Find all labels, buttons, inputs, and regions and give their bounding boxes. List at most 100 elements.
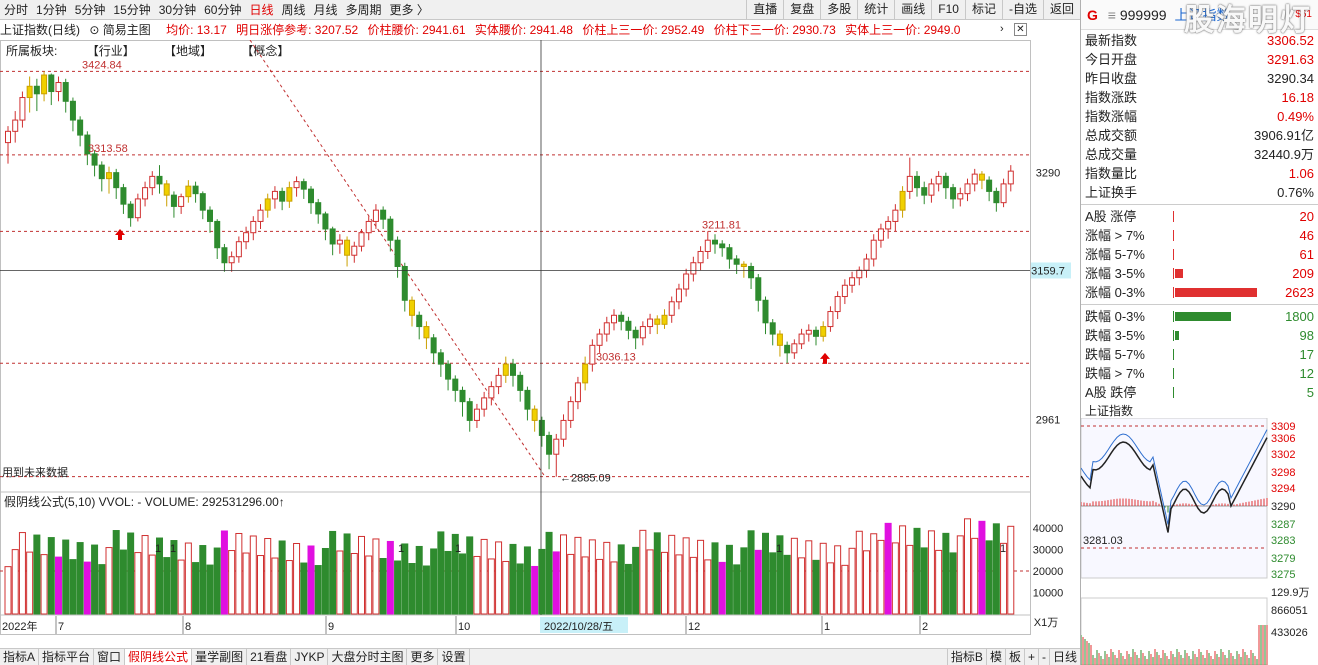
volume-bar: [350, 552, 358, 615]
volume-bar: [213, 547, 221, 615]
period-tab-9[interactable]: 多周期: [345, 3, 382, 17]
close-icon[interactable]: ✕: [1014, 23, 1027, 36]
volume-bar: [624, 563, 632, 615]
period-tab-8[interactable]: 月线: [313, 3, 338, 17]
kline-chart[interactable]: 3290 3159.7 2961 3313.58 3211.81 3036.13 ←2885…: [0, 40, 1080, 635]
candle-body: [423, 326, 430, 339]
volume-bar: [473, 555, 481, 615]
period-tab-5[interactable]: 60分钟: [204, 3, 242, 17]
settings-icon[interactable]: ›: [1000, 23, 1004, 35]
concept-link[interactable]: 【概念】: [241, 44, 290, 58]
candle-body: [993, 190, 1000, 204]
breadth-tick: [1173, 368, 1174, 379]
volume-bar: [819, 542, 827, 615]
candle-body: [668, 301, 675, 316]
volume-bar: [451, 533, 459, 615]
info-row: 上证指数(日线) ⊙ 简易主图 均价: 13.17 明日涨停参考: 3207.5…: [0, 21, 1030, 39]
candle-body: [950, 187, 957, 200]
bottom-tab-3[interactable]: 假阴线公式: [125, 649, 193, 665]
mini-low-label: 3281.03: [1083, 535, 1123, 547]
breadth-label: 跌幅 5-7%: [1085, 347, 1145, 362]
quote-header: G ≡ 999999 上证指数 $61 股海明灯: [1081, 0, 1318, 36]
volume-bar: [415, 545, 423, 615]
bottom-right-tool-3[interactable]: +: [1023, 649, 1038, 665]
period-tab-3[interactable]: 15分钟: [113, 3, 151, 17]
tool-button-1[interactable]: 复盘: [783, 0, 820, 20]
body-upper-price: 实体上三一价: 2949.0: [845, 23, 961, 37]
mini-axis-label: 3294: [1271, 483, 1295, 495]
main-chart-selector[interactable]: ⊙ 简易主图: [89, 23, 151, 37]
candle-body: [827, 311, 834, 328]
candle-body: [315, 202, 322, 215]
bottom-tab-2[interactable]: 窗口: [94, 649, 126, 665]
upper-third-price: 价柱上三一价: 2952.49: [582, 23, 705, 37]
mini-axis-label: 3309: [1271, 421, 1295, 433]
bottom-right-tool-0[interactable]: 指标B: [946, 649, 986, 665]
candle-body: [481, 397, 488, 410]
period-tab-0[interactable]: 分时: [4, 3, 29, 17]
crosshair-date-box: [540, 617, 628, 633]
volume-bar: [790, 537, 798, 615]
tool-button-4[interactable]: 画线: [894, 0, 931, 20]
candle-body: [178, 196, 185, 207]
quote-value: 3291.63: [1267, 52, 1314, 67]
future-data-note: 用到未来数据: [2, 465, 68, 479]
volume-bar: [271, 557, 279, 615]
tool-button-3[interactable]: 统计: [857, 0, 894, 20]
bottom-tab-4[interactable]: 量学副图: [192, 649, 248, 665]
bottom-tab-0[interactable]: 指标A: [0, 649, 40, 665]
bottom-right-tool-1[interactable]: 模: [985, 649, 1005, 665]
volume-axis-label: 30000: [1033, 544, 1064, 556]
breadth-value: 98: [1299, 328, 1314, 343]
bottom-tab-8[interactable]: 更多: [407, 649, 439, 665]
volume-bar: [220, 530, 228, 615]
tool-button-0[interactable]: 直播: [746, 0, 783, 20]
volume-bar: [336, 550, 344, 615]
top-toolbar: 分时 1分钟 5分钟 15分钟 30分钟 60分钟 日线 周线 月线 多周期 更多 〉 直播 复盘 多股…: [0, 0, 1080, 20]
bottom-tab-9[interactable]: 设置: [438, 649, 470, 665]
candle-body: [279, 190, 286, 202]
candle-body: [733, 258, 740, 265]
industry-link[interactable]: 【行业】: [86, 44, 135, 58]
mini-frame: [1081, 418, 1268, 579]
breadth-label: 涨幅 > 7%: [1085, 228, 1145, 243]
breadth-row: 跌幅 0-3% 1800: [1081, 307, 1318, 326]
bottom-tab-7[interactable]: 大盘分时主图: [328, 649, 408, 665]
candle-body: [639, 326, 646, 339]
candle-body: [978, 173, 985, 181]
tool-button-5[interactable]: F10: [931, 0, 965, 20]
breadth-value: 2623: [1285, 285, 1314, 300]
tool-button-6[interactable]: 标记: [964, 0, 1002, 20]
mini-axis-label: 3287: [1271, 519, 1295, 531]
period-tab-2[interactable]: 5分钟: [74, 3, 106, 17]
menu-icon[interactable]: ≡: [1107, 7, 1116, 23]
period-tab-1[interactable]: 1分钟: [36, 3, 67, 17]
tool-button-7[interactable]: -自选: [1001, 0, 1043, 20]
period-tab-7[interactable]: 周线: [281, 3, 306, 17]
candle-body: [91, 153, 98, 166]
volume-bar: [235, 532, 243, 615]
period-tab-10[interactable]: 更多 〉: [389, 3, 429, 17]
candle-body: [935, 175, 942, 185]
region-link[interactable]: 【地域】: [164, 44, 213, 58]
date-axis-label: 7: [58, 621, 64, 633]
volume-bar: [1000, 542, 1008, 615]
candle-body: [409, 299, 415, 316]
volume-bar: [4, 566, 12, 615]
volume-bar: [682, 537, 690, 615]
bottom-right-tool-4[interactable]: -: [1037, 649, 1049, 665]
volume-bar: [314, 565, 322, 615]
period-tabs: 分时 1分钟 5分钟 15分钟 30分钟 60分钟 日线 周线 月线 多周期 更多 〉: [0, 0, 433, 20]
period-tab-4[interactable]: 30分钟: [158, 3, 197, 17]
bottom-tab-5[interactable]: 21看盘: [247, 649, 292, 665]
tool-button-8[interactable]: 返回: [1042, 0, 1080, 20]
volume-bar: [321, 547, 329, 615]
bottom-right-tool-5[interactable]: 日线: [1048, 649, 1080, 665]
tool-button-2[interactable]: 多股: [820, 0, 857, 20]
bottom-tab-6[interactable]: JYKP: [291, 649, 329, 665]
bottom-tab-1[interactable]: 指标平台: [39, 649, 95, 665]
volume-bar: [379, 557, 387, 615]
bottom-right-tool-2[interactable]: 板: [1004, 649, 1024, 665]
period-tab-6[interactable]: 日线: [249, 3, 274, 17]
